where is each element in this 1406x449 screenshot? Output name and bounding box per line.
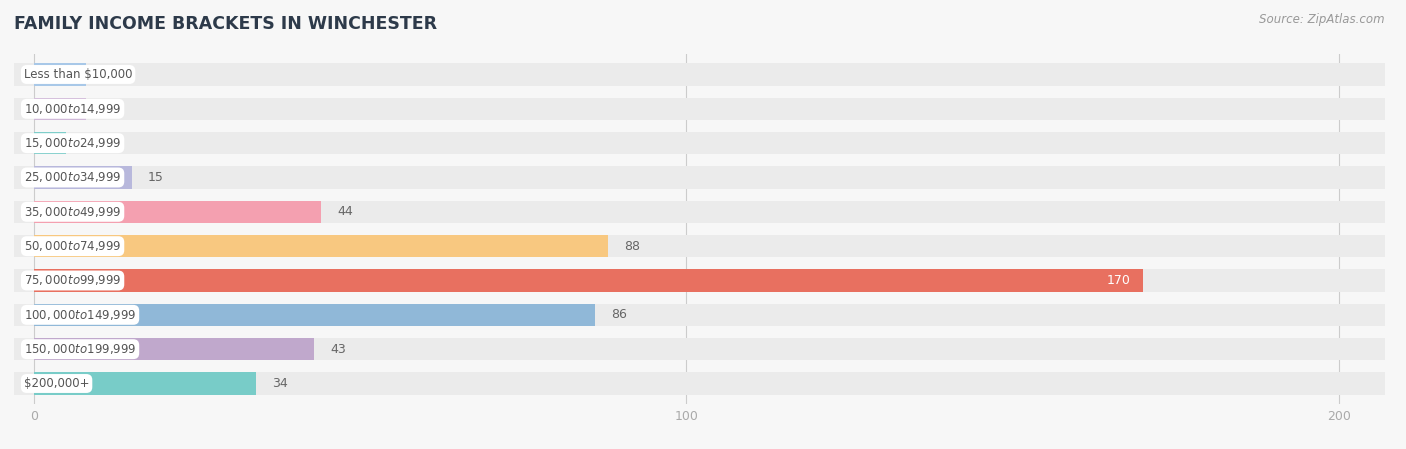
Text: 8: 8	[103, 68, 110, 81]
Text: 88: 88	[624, 240, 640, 253]
Text: 34: 34	[271, 377, 288, 390]
Bar	[34, 338, 315, 360]
Text: 5: 5	[83, 136, 90, 150]
Bar	[14, 63, 1385, 86]
Text: $25,000 to $34,999: $25,000 to $34,999	[24, 171, 121, 185]
Bar	[14, 132, 1385, 154]
Bar	[14, 97, 1385, 120]
Bar	[34, 201, 321, 223]
Text: $50,000 to $74,999: $50,000 to $74,999	[24, 239, 121, 253]
Text: $15,000 to $24,999: $15,000 to $24,999	[24, 136, 121, 150]
Text: $10,000 to $14,999: $10,000 to $14,999	[24, 102, 121, 116]
Bar	[14, 338, 1385, 360]
Bar	[34, 132, 66, 154]
Text: $100,000 to $149,999: $100,000 to $149,999	[24, 308, 136, 322]
Bar	[34, 97, 86, 120]
Bar	[14, 304, 1385, 326]
Text: 44: 44	[337, 205, 353, 218]
Bar	[34, 372, 256, 395]
Bar	[34, 166, 132, 189]
Bar	[34, 304, 595, 326]
Text: 15: 15	[148, 171, 163, 184]
Text: 86: 86	[612, 308, 627, 321]
Text: 8: 8	[103, 102, 110, 115]
Bar	[14, 166, 1385, 189]
Text: 43: 43	[330, 343, 346, 356]
Bar	[14, 269, 1385, 292]
Text: $150,000 to $199,999: $150,000 to $199,999	[24, 342, 136, 356]
Text: Less than $10,000: Less than $10,000	[24, 68, 132, 81]
Bar	[14, 372, 1385, 395]
Bar	[14, 201, 1385, 223]
Text: $75,000 to $99,999: $75,000 to $99,999	[24, 273, 121, 287]
Text: $200,000+: $200,000+	[24, 377, 90, 390]
Bar	[14, 235, 1385, 257]
Text: 170: 170	[1107, 274, 1130, 287]
Bar	[34, 63, 86, 86]
Text: Source: ZipAtlas.com: Source: ZipAtlas.com	[1260, 13, 1385, 26]
Text: FAMILY INCOME BRACKETS IN WINCHESTER: FAMILY INCOME BRACKETS IN WINCHESTER	[14, 15, 437, 33]
Bar	[34, 269, 1143, 292]
Text: $35,000 to $49,999: $35,000 to $49,999	[24, 205, 121, 219]
Bar	[34, 235, 609, 257]
